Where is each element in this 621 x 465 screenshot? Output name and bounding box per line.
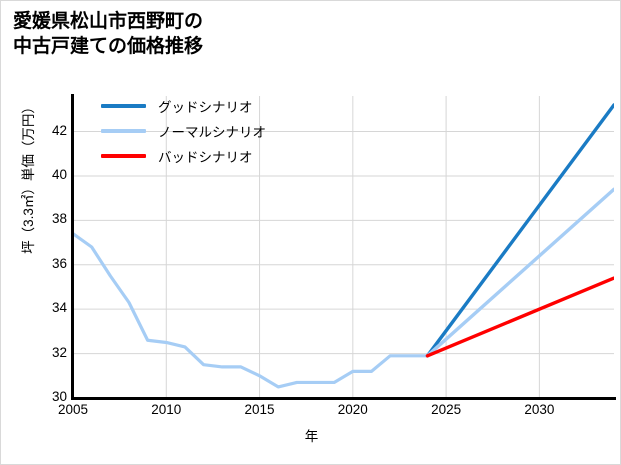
x-axis-spine bbox=[71, 397, 616, 400]
x-axis-label: 年 bbox=[304, 429, 319, 444]
y-axis-label: 坪（3.3㎡）単価（万円） bbox=[21, 100, 36, 254]
y-tick-label: 40 bbox=[51, 166, 67, 182]
x-tick-label: 2005 bbox=[57, 402, 89, 417]
y-tick-label: 36 bbox=[51, 255, 67, 271]
x-tick-label: 2015 bbox=[244, 402, 275, 417]
legend-item-bad[interactable]: バッドシナリオ bbox=[101, 143, 331, 168]
y-tick-label: 38 bbox=[51, 211, 67, 227]
y-tick-label: 30 bbox=[51, 389, 67, 404]
x-tick-label: 2025 bbox=[431, 402, 462, 417]
series-line-history bbox=[73, 232, 430, 389]
legend-label-good: グッドシナリオ bbox=[158, 99, 253, 115]
x-tick-label: 2030 bbox=[524, 402, 555, 417]
plot-area bbox=[73, 96, 614, 398]
y-tick-label: 42 bbox=[51, 122, 67, 138]
y-tick-label: 32 bbox=[51, 344, 67, 360]
y-axis-spine bbox=[71, 94, 74, 400]
chart-title: 愛媛県松山市西野町の 中古戸建ての価格推移 bbox=[13, 11, 204, 58]
x-tick-label: 2010 bbox=[151, 402, 182, 417]
legend-item-normal[interactable]: ノーマルシナリオ bbox=[101, 118, 331, 143]
legend-swatch-normal-icon bbox=[101, 128, 146, 133]
legend-swatch-good-icon bbox=[101, 103, 146, 108]
legend-swatch-bad-icon bbox=[101, 153, 146, 158]
series-line-good bbox=[425, 103, 614, 358]
data-series-layer bbox=[73, 103, 614, 389]
series-line-normal bbox=[425, 187, 614, 358]
legend-label-normal: ノーマルシナリオ bbox=[158, 124, 266, 140]
chart-legend: グッドシナリオ ノーマルシナリオ バッドシナリオ bbox=[101, 93, 331, 168]
x-tick-label: 2020 bbox=[337, 402, 368, 417]
series-line-bad bbox=[425, 276, 614, 358]
y-tick-label: 34 bbox=[51, 300, 67, 316]
legend-item-good[interactable]: グッドシナリオ bbox=[101, 93, 331, 118]
legend-label-bad: バッドシナリオ bbox=[158, 149, 253, 165]
